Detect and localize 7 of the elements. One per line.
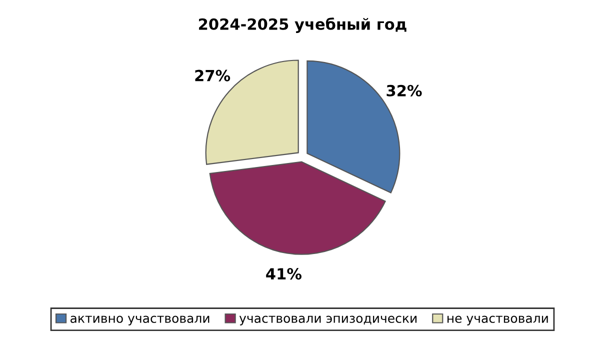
- legend-label: активно участвовали: [70, 316, 210, 326]
- data-label: 27%: [195, 70, 230, 82]
- legend-label: участвовали эпизодически: [239, 316, 416, 326]
- data-label: 32%: [386, 84, 422, 96]
- chart-title: 2024-2025 учебный год: [199, 18, 406, 33]
- data-label: 41%: [266, 268, 302, 280]
- legend-label: не участвовали: [448, 316, 548, 326]
